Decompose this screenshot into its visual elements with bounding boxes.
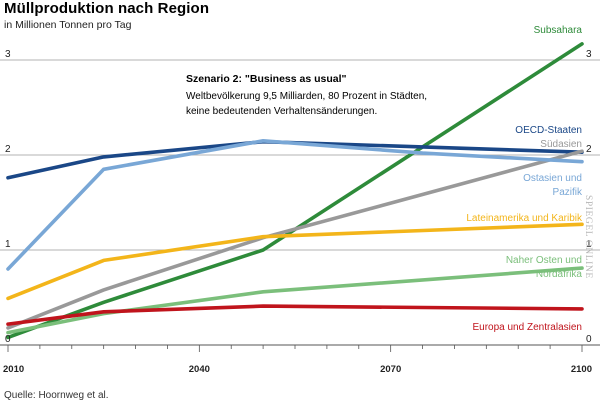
- gridlines: [0, 59, 600, 346]
- scenario-annotation: Szenario 2: "Business as usual" Weltbevö…: [186, 73, 427, 117]
- watermark-text: SPIEGEL ONLINE: [583, 195, 593, 279]
- x-tick-label: 2070: [380, 364, 401, 375]
- series-label: Pazifik: [553, 187, 583, 198]
- series-label: Südasien: [540, 139, 582, 150]
- y-tick-label-left: 0: [5, 334, 11, 345]
- annotation-line-1: Weltbevölkerung 9,5 Milliarden, 80 Proze…: [186, 91, 427, 102]
- axis-ticks: 0 0 1 1 2 2 3 3 2010 2040 2070 2100: [3, 49, 592, 375]
- series-line-s-dasien: [6, 149, 584, 330]
- series-label: OECD-Staaten: [515, 125, 582, 136]
- series-line-ostasien-und-pazifik: [6, 139, 584, 271]
- chart-title: Müllproduktion nach Region: [4, 0, 210, 17]
- source-note: Quelle: Hoornweg et al.: [4, 390, 109, 401]
- y-tick-label-left: 2: [5, 144, 11, 155]
- y-tick-label-right: 3: [586, 49, 592, 60]
- chart-subtitle: in Millionen Tonnen pro Tag: [4, 19, 132, 31]
- annotation-line-2: keine bedeutenden Verhaltensänderungen.: [186, 106, 377, 117]
- y-tick-label-left: 3: [5, 49, 11, 60]
- y-tick-label-right: 0: [586, 334, 592, 345]
- series-line-europa-und-zentralasien: [6, 304, 584, 326]
- series-label: Europa und Zentralasien: [472, 322, 582, 333]
- series-labels: Subsahara OECD-Staaten Südasien Ostasien un…: [466, 25, 583, 333]
- series-line-lateinamerika-und-karibik: [6, 222, 584, 301]
- series-line-naher-osten-und-nordafrika: [6, 266, 584, 335]
- x-tick-label: 2010: [3, 364, 24, 375]
- y-tick-label-right: 1: [586, 239, 592, 250]
- series-label: Naher Osten und: [506, 255, 582, 266]
- series-line-oecd-staaten: [6, 139, 584, 180]
- series-label: Ostasien und: [523, 173, 582, 184]
- series-label: Lateinamerika und Karibik: [466, 213, 583, 224]
- series-lines: [6, 42, 584, 340]
- x-tick-label: 2100: [571, 364, 592, 375]
- y-tick-label-right: 2: [586, 144, 592, 155]
- annotation-heading: Szenario 2: "Business as usual": [186, 73, 347, 85]
- series-label: Nordafrika: [536, 269, 583, 280]
- x-tick-label: 2040: [189, 364, 210, 375]
- series-label: Subsahara: [534, 25, 583, 36]
- y-tick-label-left: 1: [5, 239, 11, 250]
